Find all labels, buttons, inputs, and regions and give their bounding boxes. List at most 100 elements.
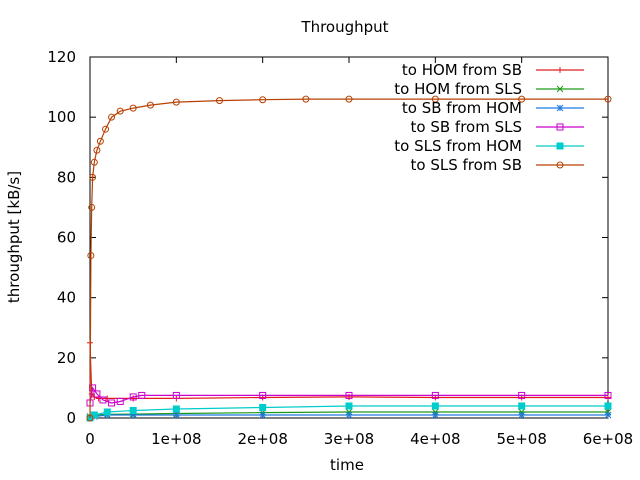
data-point	[518, 95, 526, 103]
series-line	[89, 98, 608, 419]
y-tick-label: 80	[57, 168, 76, 186]
data-point	[345, 95, 353, 103]
data-point	[116, 397, 124, 405]
data-point	[518, 391, 526, 399]
data-point	[172, 391, 180, 399]
data-point	[431, 95, 439, 103]
series-4	[86, 402, 612, 422]
series-line	[89, 414, 608, 419]
data-point	[93, 146, 101, 154]
series-layer	[86, 95, 612, 422]
x-tick-label: 0	[85, 430, 95, 448]
data-point	[259, 411, 267, 419]
data-point	[172, 405, 180, 413]
x-tick-label: 6e+08	[583, 430, 633, 448]
series-3	[86, 384, 612, 407]
legend-entry: to HOM from SLS	[394, 80, 584, 98]
legend-marker	[556, 85, 564, 93]
x-tick-label: 5e+08	[496, 430, 546, 448]
x-tick-label: 4e+08	[410, 430, 460, 448]
y-tick-label: 0	[66, 409, 76, 427]
data-point	[604, 411, 612, 419]
data-point	[89, 173, 97, 181]
legend-label: to HOM from SB	[402, 61, 522, 79]
data-point	[345, 411, 353, 419]
data-point	[431, 408, 439, 416]
x-tick-label: 1e+08	[151, 430, 201, 448]
legend-entry: to SB from SLS	[411, 118, 584, 136]
legend-label: to SB from SLS	[411, 118, 522, 136]
y-tick-label: 100	[47, 108, 76, 126]
data-point	[345, 402, 353, 410]
data-point	[172, 98, 180, 106]
data-point	[99, 396, 107, 404]
data-point	[88, 203, 96, 211]
x-tick-label: 3e+08	[324, 430, 374, 448]
data-point	[518, 402, 526, 410]
data-point	[216, 97, 223, 105]
data-point	[103, 408, 111, 416]
legend-marker	[556, 161, 564, 169]
series-line	[89, 411, 608, 418]
data-point	[431, 391, 439, 399]
data-point	[172, 411, 180, 419]
y-tick-label: 120	[47, 48, 76, 66]
x-tick-label: 2e+08	[237, 430, 287, 448]
legend-entry: to SLS from HOM	[394, 137, 584, 155]
data-point	[431, 411, 439, 419]
data-point	[431, 402, 439, 410]
data-point	[604, 391, 612, 399]
data-point	[138, 391, 146, 399]
x-axis-label: time	[330, 456, 364, 474]
chart-title: Throughput	[300, 18, 388, 36]
data-point	[604, 408, 612, 416]
data-point	[108, 113, 116, 121]
legend-label: to HOM from SLS	[394, 80, 522, 98]
y-tick-label: 60	[57, 229, 76, 247]
data-point	[96, 137, 104, 145]
data-point	[259, 96, 267, 104]
data-point	[518, 408, 526, 416]
data-point	[604, 402, 612, 410]
legend-label: to SB from HOM	[402, 99, 522, 117]
legend-marker	[556, 104, 564, 112]
data-point	[259, 403, 267, 411]
data-point	[129, 406, 137, 414]
y-tick-label: 40	[57, 289, 76, 307]
data-point	[129, 393, 137, 401]
x-axis: 0 1e+08 2e+08 3e+08 4e+08 5e+08 6e+08	[85, 57, 633, 448]
y-axis-label: throughput [kB/s]	[5, 171, 23, 303]
data-point	[345, 408, 353, 416]
y-axis: 0 20 40 60 80 100 120	[47, 48, 608, 427]
data-point	[345, 391, 353, 399]
data-point	[90, 411, 98, 419]
series-line	[89, 342, 608, 399]
legend-label: to SLS from HOM	[394, 137, 522, 155]
data-point	[259, 391, 267, 399]
data-point	[102, 125, 110, 133]
data-point	[129, 104, 137, 112]
data-point	[302, 95, 310, 103]
data-point	[93, 390, 101, 398]
legend-marker	[556, 142, 564, 150]
legend-entry: to SLS from SB	[411, 156, 584, 174]
data-point	[129, 411, 137, 419]
plot-frame	[89, 56, 609, 419]
legend-entry: to HOM from SB	[402, 61, 584, 79]
data-point	[108, 399, 116, 407]
series-line	[89, 386, 608, 404]
data-point	[604, 95, 612, 103]
y-tick-label: 20	[57, 349, 76, 367]
data-point	[146, 101, 154, 109]
data-point	[87, 252, 95, 260]
series-5	[86, 95, 612, 422]
legend-marker	[556, 123, 564, 131]
legend-entry: to SB from HOM	[402, 99, 584, 117]
data-point	[104, 395, 111, 402]
data-point	[86, 414, 94, 422]
legend-label: to SLS from SB	[411, 156, 522, 174]
data-point	[116, 107, 124, 115]
data-point	[90, 158, 98, 166]
